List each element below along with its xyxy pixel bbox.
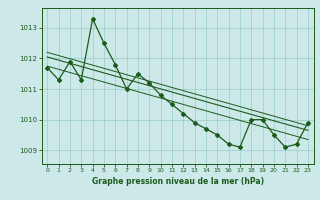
X-axis label: Graphe pression niveau de la mer (hPa): Graphe pression niveau de la mer (hPa) <box>92 177 264 186</box>
